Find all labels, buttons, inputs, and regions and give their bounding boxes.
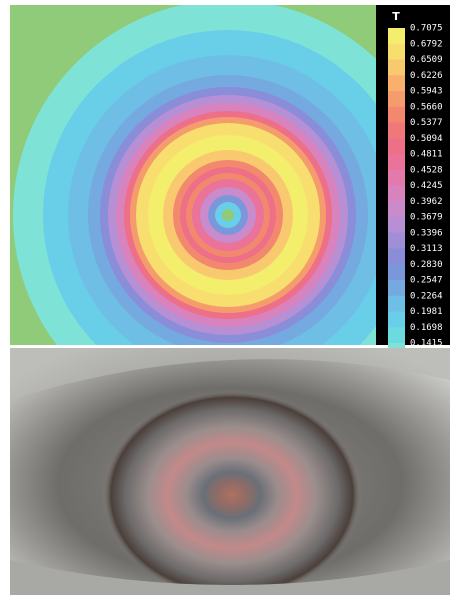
colorbar-swatch [388, 28, 405, 45]
colorbar-label: 0.5094 [410, 134, 443, 144]
colorbar-label: 0.4811 [410, 150, 443, 160]
colorbar-swatch [388, 185, 405, 202]
colorbar-swatch [388, 169, 405, 186]
colorbar-swatch [388, 201, 405, 218]
wok-base [10, 560, 450, 595]
colorbar-label: 0.6792 [410, 39, 443, 49]
wok-rim [10, 348, 450, 400]
colorbar-swatch [388, 264, 405, 281]
colorbar-swatch [388, 217, 405, 234]
colorbar-swatch [388, 295, 405, 312]
colorbar-swatch [388, 280, 405, 297]
colorbar: 0.7075 0.6792 0.6509 0.6226 0.5943 0.5660 0.53… [388, 24, 443, 364]
colorbar-swatch [388, 91, 405, 108]
colorbar-swatch [388, 311, 405, 328]
colorbar-label: 0.4528 [410, 165, 443, 175]
colorbar-label: 0.3396 [410, 228, 443, 238]
colorbar-label: 0.1981 [410, 307, 443, 317]
colorbar-label: 0.6226 [410, 71, 443, 81]
colorbar-swatch [388, 59, 405, 76]
colorbar-swatch [388, 75, 405, 92]
colorbar-label: 0.6509 [410, 55, 443, 65]
colorbar-swatch [388, 43, 405, 60]
colorbar-label: 0.4245 [410, 181, 443, 191]
colorbar-label: 0.2264 [410, 291, 443, 301]
colorbar-label: 0.3962 [410, 197, 443, 207]
colorbar-swatch [388, 138, 405, 155]
burn-mark [102, 390, 362, 595]
colorbar-title: T [392, 10, 400, 23]
colorbar-label: 0.2547 [410, 276, 443, 286]
colorbar-label: 0.7075 [410, 24, 443, 34]
colorbar-swatch [388, 232, 405, 249]
colorbar-swatch [388, 248, 405, 265]
contour [13, 5, 376, 345]
colorbar-swatch [388, 154, 405, 171]
colorbar-swatch [388, 327, 405, 344]
colorbar-label: 0.5660 [410, 102, 443, 112]
colorbar-label: 0.3113 [410, 244, 443, 254]
colorbar-label: 0.5943 [410, 87, 443, 97]
colorbar-label: 0.5377 [410, 118, 443, 128]
colorbar-label: 0.1415 [410, 339, 443, 349]
colorbar-label: 0.3679 [410, 213, 443, 223]
photo [10, 348, 450, 595]
colorbar-label: 0.1698 [410, 323, 443, 333]
colorbar-swatch [388, 122, 405, 139]
contour-center [222, 209, 234, 221]
colorbar-swatch [388, 106, 405, 123]
colorbar-label: 0.2830 [410, 260, 443, 270]
